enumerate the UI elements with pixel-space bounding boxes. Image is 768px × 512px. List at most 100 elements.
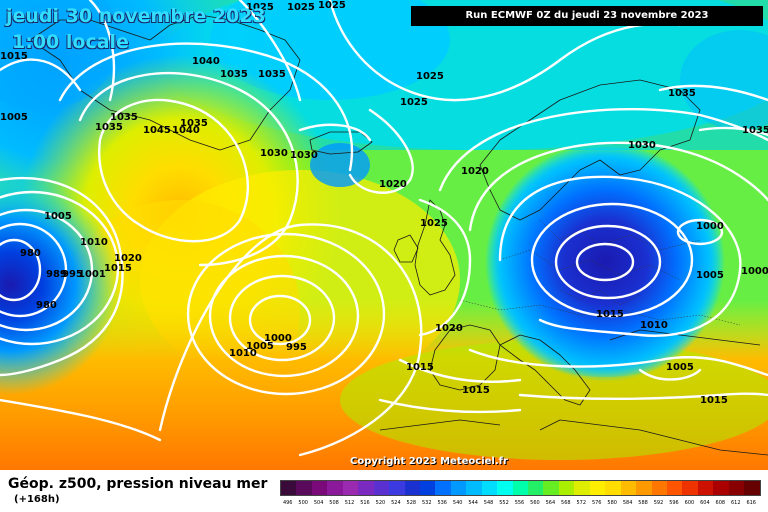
color-scale-label: 496	[282, 500, 293, 506]
pressure-label: 1005	[246, 341, 274, 352]
pressure-label: 1040	[192, 56, 220, 67]
color-scale-cell	[311, 481, 328, 495]
pressure-label: 1025	[420, 218, 448, 229]
color-scale-label: 500	[298, 500, 308, 506]
color-scale-cell	[620, 481, 637, 495]
pressure-label: 1030	[260, 148, 288, 159]
color-scale-label: 532	[421, 500, 432, 506]
color-scale-cell	[296, 481, 312, 495]
pressure-label: 1035	[668, 88, 696, 99]
pressure-label: 1025	[318, 0, 346, 11]
pressure-labels: 1025 1025 1025 1040 1035 1035 1025 1025 …	[0, 0, 768, 406]
color-scale-cell	[342, 481, 359, 495]
color-scale-label: 584	[622, 500, 633, 506]
pressure-label: 1015	[0, 51, 28, 62]
color-scale-cell	[512, 481, 528, 495]
color-scale-cell	[574, 481, 590, 495]
pressure-label: 995	[62, 269, 83, 280]
legend-subtitle: (+168h)	[14, 494, 60, 505]
forecast-time: 1:00 locale	[12, 31, 129, 53]
color-scale-label: 580	[607, 500, 617, 506]
pressure-label: 1030	[628, 140, 656, 151]
color-scale-cell	[327, 481, 343, 495]
color-scale-label: 520	[375, 500, 386, 506]
pressure-label: 1005	[44, 211, 72, 222]
color-scale	[280, 480, 761, 496]
color-scale-cell	[589, 481, 606, 495]
pressure-label: 1005	[666, 362, 694, 373]
pressure-label: 1040	[172, 125, 200, 136]
color-scale-label: 548	[483, 500, 494, 506]
pressure-label: 1025	[287, 2, 315, 13]
pressure-label: 1015	[104, 263, 132, 274]
pressure-label: 1010	[640, 320, 668, 331]
pressure-label: 1035	[180, 118, 208, 129]
color-scale-cell	[728, 481, 745, 495]
pressure-label: 1015	[700, 395, 728, 406]
color-scale-label: 544	[468, 500, 478, 506]
pressure-label: 1005	[0, 112, 28, 123]
run-info-text: Run ECMWF 0Z du jeudi 23 novembre 2023	[465, 10, 709, 21]
color-scale-cell	[358, 481, 374, 495]
pressure-label: 1000	[741, 266, 768, 277]
color-scale-label: 588	[638, 500, 648, 506]
color-scale-cell	[466, 481, 482, 495]
color-scale-cell	[744, 481, 760, 495]
isobars	[0, 0, 768, 457]
pressure-label: 1035	[110, 112, 138, 123]
color-scale-label: 604	[700, 500, 710, 506]
pressure-label: 1010	[80, 237, 108, 248]
coastlines	[29, 14, 768, 456]
color-scale-cell	[605, 481, 621, 495]
color-scale-cell	[481, 481, 498, 495]
color-scale-label: 552	[499, 500, 509, 506]
color-scale-cell	[435, 481, 451, 495]
color-scale-cell	[281, 481, 297, 495]
pressure-label: 1035	[258, 69, 286, 80]
pressure-label: 1025	[416, 71, 444, 82]
forecast-date: jeudi 30 novembre 2023	[6, 5, 266, 27]
pressure-label: 1025	[400, 97, 428, 108]
color-scale-cell	[682, 481, 698, 495]
color-scale-label: 616	[746, 500, 756, 506]
pressure-label: 1035	[95, 122, 123, 133]
color-scale-cell	[713, 481, 729, 495]
color-scale-label: 512	[344, 500, 355, 506]
pressure-label: 1030	[290, 150, 318, 161]
color-scale-label: 592	[653, 500, 664, 506]
color-scale-label: 540	[452, 500, 463, 506]
color-scale-labels: 496 500 504 508 512 516 520 524 528 532 536 540 544 5…	[280, 500, 760, 508]
pressure-label: 1025	[246, 2, 274, 13]
pressure-label: 980	[36, 300, 57, 311]
color-scale-cell	[528, 481, 544, 495]
pressure-label: 1020	[379, 179, 407, 190]
pressure-label: 1010	[229, 348, 257, 359]
color-scale-label: 564	[545, 500, 556, 506]
pressure-label: 1045	[143, 125, 171, 136]
pressure-label: 1035	[220, 69, 248, 80]
color-scale-cell	[666, 481, 683, 495]
color-scale-label: 516	[360, 500, 370, 506]
color-scale-label: 612	[730, 500, 741, 506]
pressure-label: 1005	[696, 270, 724, 281]
color-scale-label: 508	[329, 500, 339, 506]
pressure-label: 1015	[406, 362, 434, 373]
color-scale-label: 596	[669, 500, 679, 506]
copyright-text: Copyright 2023 Meteociel.fr	[350, 456, 508, 467]
color-scale-label: 536	[437, 500, 447, 506]
legend-title: Géop. z500, pression niveau mer	[8, 476, 268, 492]
color-scale-label: 572	[576, 500, 587, 506]
weather-map: 1025 1025 1025 1040 1035 1035 1025 1025 …	[0, 0, 768, 470]
color-scale-cell	[419, 481, 436, 495]
color-scale-cell	[697, 481, 714, 495]
pressure-label: 980	[20, 248, 41, 259]
pressure-label: 1020	[435, 323, 463, 334]
color-scale-cell	[636, 481, 652, 495]
color-scale-cell	[373, 481, 390, 495]
pressure-label: 989	[46, 269, 67, 280]
pressure-label: 1000	[264, 333, 292, 344]
pressure-label: 1001	[78, 269, 106, 280]
color-scale-label: 568	[561, 500, 571, 506]
color-scale-cell	[497, 481, 513, 495]
run-info-box: Run ECMWF 0Z du jeudi 23 novembre 2023	[411, 6, 763, 26]
